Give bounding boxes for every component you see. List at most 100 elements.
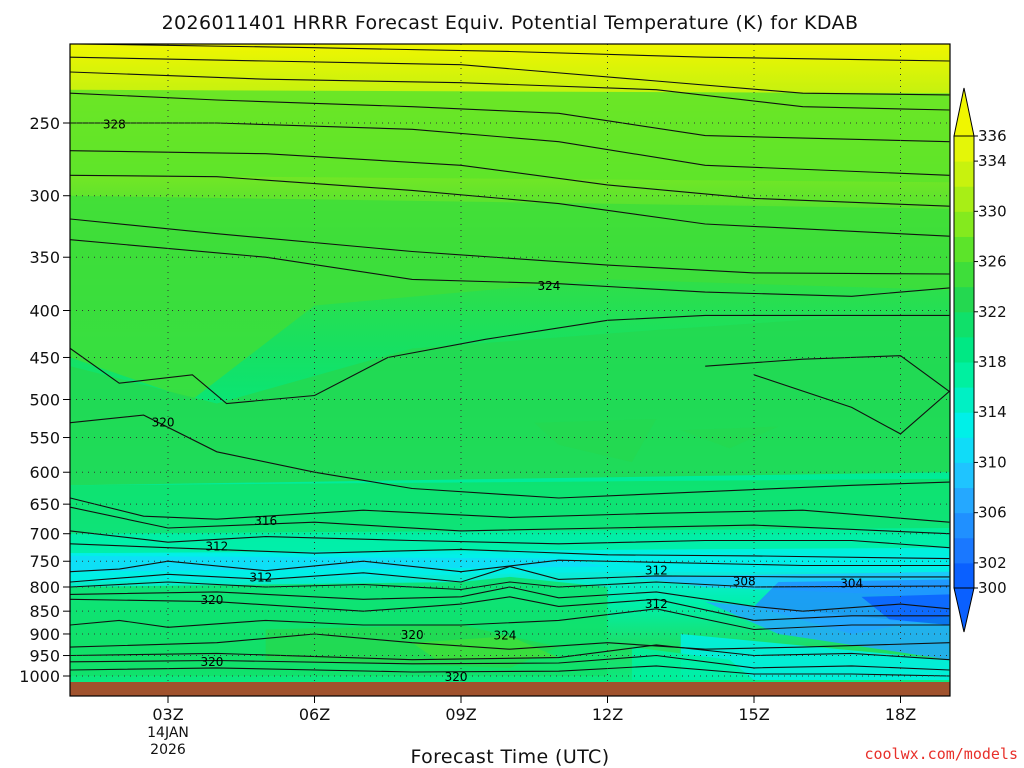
colorbar-swatch bbox=[954, 336, 974, 363]
colorbar-swatch bbox=[954, 261, 974, 288]
contour-line bbox=[705, 355, 950, 435]
contour-line bbox=[70, 218, 950, 275]
plot-frame bbox=[69, 43, 951, 697]
colorbar-swatch bbox=[954, 537, 974, 564]
contour-label: 312 bbox=[249, 570, 272, 584]
colorbar-label: 330 bbox=[978, 202, 1007, 220]
colorbar-label: 326 bbox=[978, 253, 1007, 271]
x-tick-label: 03Z bbox=[152, 705, 183, 724]
contour-line bbox=[70, 633, 950, 650]
x-tick-label: 06Z bbox=[299, 705, 330, 724]
colorbar-swatch bbox=[954, 286, 974, 313]
contour-line bbox=[70, 559, 950, 573]
y-axis: 250 300 350 400 450 500 550 600 650 700 750 800 850 9… bbox=[19, 114, 70, 686]
x-tick-label: 18Z bbox=[885, 705, 916, 724]
field-region bbox=[861, 594, 950, 626]
field-region bbox=[70, 478, 950, 534]
colorbar-label: 336 bbox=[978, 127, 1007, 145]
contour-line bbox=[70, 565, 950, 583]
colorbar-swatch bbox=[954, 136, 974, 162]
surface-bar bbox=[70, 682, 950, 696]
contour-label: 320 bbox=[200, 655, 223, 669]
colorbar-swatch bbox=[954, 412, 974, 438]
field-region bbox=[705, 601, 950, 660]
colorbar-swatch bbox=[954, 437, 974, 463]
colorbar-label: 306 bbox=[978, 504, 1007, 522]
y-tick-label: 350 bbox=[29, 248, 60, 267]
contour-label: 312 bbox=[645, 597, 668, 611]
colorbar-extend-top bbox=[953, 87, 975, 137]
field-region bbox=[680, 633, 950, 680]
colorbar-swatch bbox=[954, 311, 974, 338]
contour-line bbox=[70, 654, 950, 671]
field-region bbox=[70, 195, 950, 400]
y-tick-label: 700 bbox=[29, 525, 60, 544]
y-tick-label: 600 bbox=[29, 463, 60, 482]
colorbar-swatch bbox=[954, 562, 974, 589]
credit-link[interactable]: coolwx.com/models bbox=[864, 745, 1018, 763]
colorbar-swatch bbox=[954, 186, 974, 212]
chart-title: 2026011401 HRRR Forecast Equiv. Potentia… bbox=[162, 12, 859, 34]
contour-line bbox=[70, 530, 950, 549]
x-tick-label: 09Z bbox=[445, 705, 476, 724]
contour-line bbox=[70, 596, 950, 621]
field-region bbox=[534, 418, 657, 463]
contour-line bbox=[70, 150, 950, 207]
contour-line bbox=[70, 239, 950, 297]
contour-line bbox=[70, 608, 950, 631]
contour-line bbox=[70, 414, 950, 499]
colorbar-label: 322 bbox=[978, 303, 1007, 321]
contour-line bbox=[70, 44, 950, 62]
y-tick-label: 900 bbox=[29, 625, 60, 644]
contour-label: 316 bbox=[254, 514, 277, 528]
contour-line bbox=[70, 314, 950, 405]
contour-label: 320 bbox=[200, 593, 223, 607]
y-tick-label: 850 bbox=[29, 602, 60, 621]
colorbar-label: 310 bbox=[978, 453, 1007, 471]
colorbar-swatch bbox=[954, 161, 974, 187]
contour-line bbox=[70, 71, 950, 111]
y-tick-label: 400 bbox=[29, 301, 60, 320]
contour-label: 320 bbox=[401, 628, 424, 642]
colorbar-extend-bottom bbox=[953, 587, 975, 633]
contour-label: 304 bbox=[840, 576, 863, 590]
y-tick-label: 500 bbox=[29, 391, 60, 410]
contour-line bbox=[70, 644, 950, 661]
colorbar-swatch bbox=[954, 487, 974, 514]
x-axis-label: Forecast Time (UTC) bbox=[410, 746, 609, 768]
contour-line bbox=[70, 497, 950, 523]
contour-label: 324 bbox=[537, 279, 560, 293]
contour-label: 312 bbox=[205, 540, 228, 554]
plot-area: 328 324 320 316 312 312 320 320 324 320 320 312 308 3… bbox=[70, 44, 950, 696]
colorbar-label: 302 bbox=[978, 554, 1007, 572]
field-region bbox=[70, 527, 950, 556]
contour-label: 320 bbox=[445, 670, 468, 684]
y-tick-label: 950 bbox=[29, 647, 60, 666]
colorbar-label: 318 bbox=[978, 353, 1007, 371]
y-tick-label: 1000 bbox=[19, 667, 60, 686]
colorbar-label: 314 bbox=[978, 403, 1007, 421]
colorbar-swatch bbox=[954, 512, 974, 539]
y-tick-label: 250 bbox=[29, 114, 60, 133]
contour-labels: 328 324 320 316 312 312 320 320 324 320 320 312 308 3… bbox=[103, 118, 863, 684]
contour-label: 312 bbox=[645, 564, 668, 578]
date-label-day: 14JAN bbox=[147, 725, 189, 741]
grid-lines bbox=[70, 44, 950, 696]
colorbar-swatch bbox=[954, 236, 974, 263]
colorbar-label: 300 bbox=[978, 579, 1007, 597]
y-tick-label: 450 bbox=[29, 348, 60, 367]
contour-line bbox=[70, 92, 950, 143]
contour-line bbox=[70, 56, 950, 96]
contour-label: 320 bbox=[152, 416, 175, 430]
y-tick-label: 750 bbox=[29, 552, 60, 571]
y-tick-label: 550 bbox=[29, 429, 60, 448]
colorbar-swatch bbox=[954, 387, 974, 413]
y-tick-label: 300 bbox=[29, 187, 60, 206]
x-axis: 03Z 06Z 09Z 12Z 15Z 18Z bbox=[152, 696, 916, 724]
contour-label: 324 bbox=[493, 628, 516, 642]
x-tick-label: 12Z bbox=[592, 705, 623, 724]
colorbar-label: 334 bbox=[978, 152, 1007, 170]
contour-label: 308 bbox=[733, 574, 756, 588]
colorbar-swatch bbox=[954, 211, 974, 237]
